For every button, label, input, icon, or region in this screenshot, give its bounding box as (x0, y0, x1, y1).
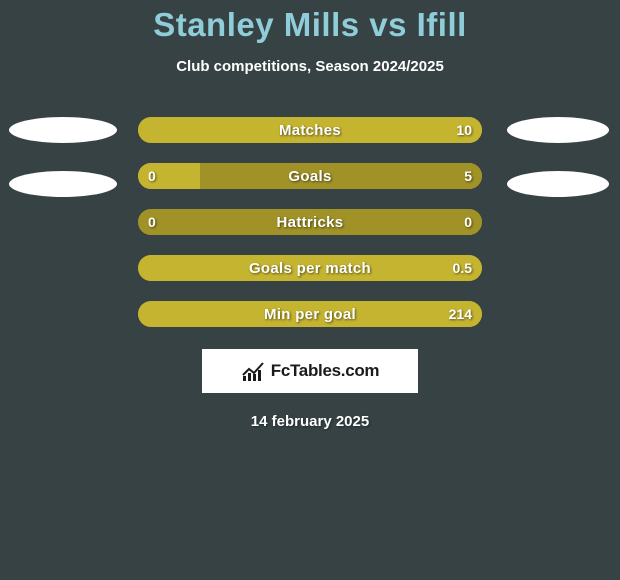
date-label: 14 february 2025 (251, 413, 369, 430)
bar-segment-right (138, 117, 482, 143)
logo-text: FcTables.com (271, 361, 380, 381)
stat-bar: Min per goal214 (138, 301, 482, 327)
comparison-infographic: Stanley Mills vs Ifill Club competitions… (0, 0, 620, 430)
bar-segment-right (138, 255, 482, 281)
avatar-placeholder (9, 117, 117, 143)
bar-segment-right (138, 301, 482, 327)
stat-bar: Hattricks00 (138, 209, 482, 235)
stat-bar: Goals05 (138, 163, 482, 189)
stats-bars: Matches10 Goals05 Hattricks00 Goals per mat… (138, 117, 482, 327)
comparison-area: Matches10 Goals05 Hattricks00 Goals per mat… (0, 117, 620, 327)
page-title: Stanley Mills vs Ifill (153, 6, 467, 44)
bar-segment-right (200, 163, 482, 189)
right-player-avatars (500, 117, 615, 197)
fctables-logo: FcTables.com (202, 349, 418, 393)
stat-bar: Goals per match0.5 (138, 255, 482, 281)
avatar-placeholder (507, 117, 609, 143)
chart-icon (241, 361, 265, 381)
avatar-placeholder (507, 171, 609, 197)
avatar-placeholder (9, 171, 117, 197)
bar-segment-left (138, 209, 482, 235)
stat-bar: Matches10 (138, 117, 482, 143)
bar-segment-left (138, 163, 200, 189)
page-subtitle: Club competitions, Season 2024/2025 (176, 58, 444, 75)
left-player-avatars (5, 117, 120, 197)
